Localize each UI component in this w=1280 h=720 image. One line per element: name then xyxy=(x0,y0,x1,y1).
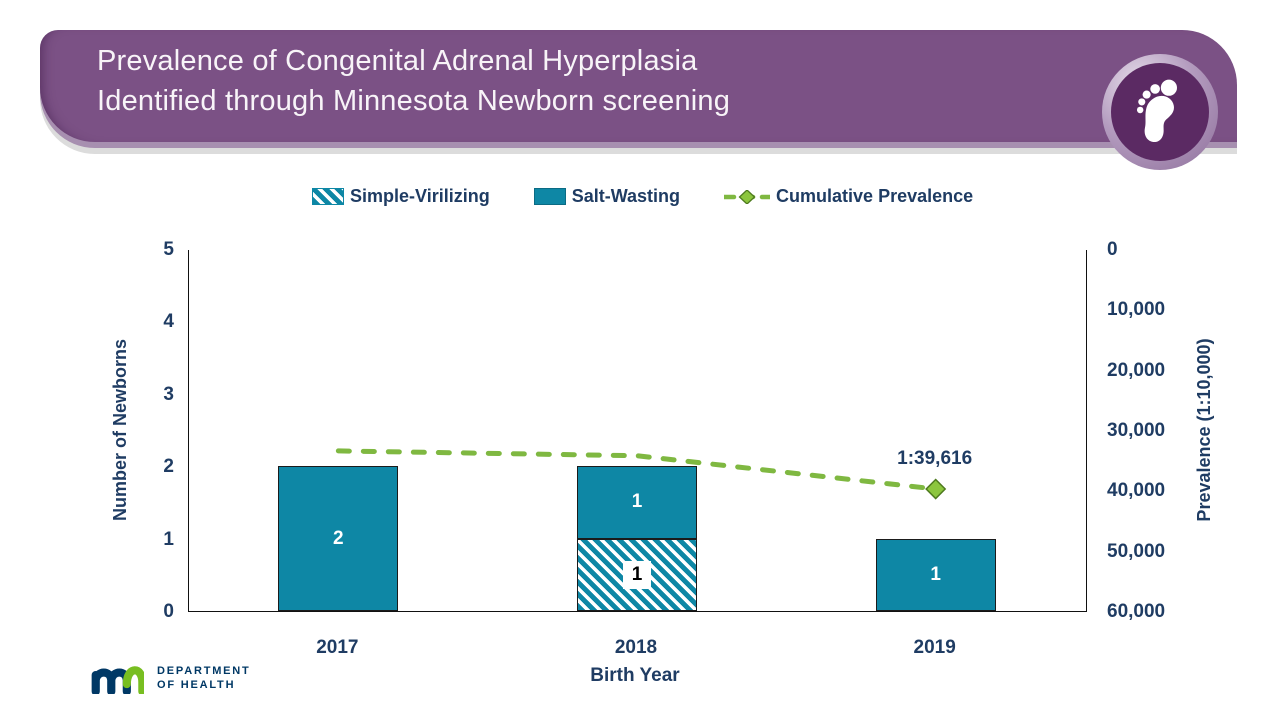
right-axis-tick-label: 50,000 xyxy=(1107,540,1166,562)
right-axis-tick-label: 10,000 xyxy=(1107,299,1166,321)
x-axis-tick-label: 2018 xyxy=(614,637,658,658)
bar-segment-salt-wasting: 2 xyxy=(278,466,399,611)
header-banner: Prevalence of Congenital Adrenal Hyperpl… xyxy=(40,30,1237,142)
prevalence-marker-label: 1:39,616 xyxy=(897,448,973,470)
solid-swatch-icon xyxy=(533,188,566,205)
right-axis-tick-label: 60,000 xyxy=(1107,601,1166,622)
bar-value-label: 2 xyxy=(333,527,344,549)
page-title-line1: Prevalence of Congenital Adrenal Hyperpl… xyxy=(97,45,698,77)
left-axis-tick-label: 1 xyxy=(163,528,174,550)
right-axis-tick-label: 0 xyxy=(1107,239,1118,260)
bar-value-label: 1 xyxy=(930,563,941,585)
legend-item-salt-wasting: Salt-Wasting xyxy=(533,186,681,207)
legend-item-cumulative-prevalence: Cumulative Prevalence xyxy=(724,186,973,207)
page-title: Prevalence of Congenital Adrenal Hyperpl… xyxy=(97,41,730,121)
page-title-line2: Identified through Minnesota Newborn scr… xyxy=(97,85,731,117)
legend-label: Cumulative Prevalence xyxy=(776,186,974,206)
bar-segment-salt-wasting: 1 xyxy=(875,538,996,611)
minnesota-mn-logo-icon xyxy=(91,666,144,694)
right-axis-title: Prevalence (1:10,000) xyxy=(1194,338,1214,522)
baby-footprint-icon xyxy=(1136,79,1177,143)
left-axis-tick-label: 0 xyxy=(163,601,174,622)
org-name: DEPARTMENT OF HEALTH xyxy=(157,664,251,692)
dashed-line-diamond-icon xyxy=(724,189,771,204)
org-name-line1: DEPARTMENT xyxy=(157,664,251,677)
x-axis-tick-label: 2017 xyxy=(316,637,359,658)
prevalence-diamond-marker xyxy=(925,478,947,500)
left-axis-ticks: 5 4 3 2 1 0 xyxy=(126,239,174,622)
left-axis-tick-label: 3 xyxy=(163,383,174,405)
right-axis-tick-label: 20,000 xyxy=(1107,359,1166,381)
left-axis-tick-label: 5 xyxy=(163,239,174,260)
x-axis-tick-label: 2019 xyxy=(913,637,956,658)
x-axis-title: Birth Year xyxy=(590,665,680,686)
footprint-badge-circle xyxy=(1111,63,1209,161)
right-axis-ticks: 0 10,000 20,000 30,000 40,000 50,000 60,000 xyxy=(1107,239,1187,622)
legend-item-simple-virilizing: Simple-Virilizing xyxy=(312,186,490,207)
legend-label: Salt-Wasting xyxy=(571,186,681,206)
bar-value-label: 1 xyxy=(622,560,652,589)
bar-segment-simple-virilizing: 1 xyxy=(577,538,697,611)
left-axis-tick-label: 2 xyxy=(163,456,174,478)
plot-area: 2 1 1 1 xyxy=(188,250,1087,612)
bar-value-label: 1 xyxy=(631,491,643,513)
mdh-footer: DEPARTMENT OF HEALTH xyxy=(90,661,251,694)
bar-segment-salt-wasting: 1 xyxy=(577,466,697,539)
legend-label: Simple-Virilizing xyxy=(350,186,490,206)
org-name-line2: OF HEALTH xyxy=(157,678,236,691)
footprint-badge xyxy=(1102,54,1218,170)
hatched-swatch-icon xyxy=(312,188,344,205)
chart-legend: Simple-Virilizing Salt-Wasting Cumulativ… xyxy=(312,186,973,207)
left-axis-tick-label: 4 xyxy=(163,311,174,333)
x-axis-ticks: 2017 2018 2019 xyxy=(188,633,1087,659)
right-axis-tick-label: 30,000 xyxy=(1107,420,1166,441)
right-axis-tick-label: 40,000 xyxy=(1107,480,1166,502)
